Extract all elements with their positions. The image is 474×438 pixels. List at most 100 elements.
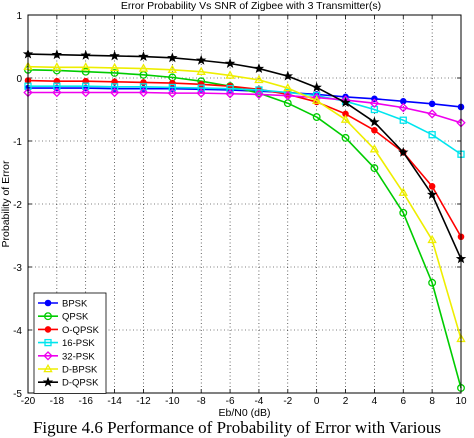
x-tick-label: -18 bbox=[50, 396, 65, 407]
legend: BPSK QPSK O-QPSK 16-PSK 32-PSK D-BPSK D-QPSK bbox=[33, 292, 107, 394]
series-line-32-psk bbox=[28, 91, 462, 124]
x-tick-label: -8 bbox=[197, 396, 206, 407]
data-point-d-bpsk bbox=[109, 62, 120, 72]
data-point-d-bpsk bbox=[369, 144, 380, 153]
data-point-d-qpsk bbox=[196, 54, 207, 65]
legend-label-16-psk: 16-PSK bbox=[62, 338, 95, 349]
x-tick-label: -16 bbox=[79, 396, 94, 407]
data-point-d-qpsk bbox=[167, 52, 178, 63]
plot-frame bbox=[27, 14, 462, 394]
x-tick-label: 6 bbox=[400, 396, 406, 407]
data-point-d-bpsk bbox=[81, 62, 91, 71]
legend-marker-qpsk bbox=[44, 312, 52, 321]
series-o-qpsk bbox=[24, 77, 465, 241]
y-tick-label: 0 bbox=[16, 74, 22, 85]
y-axis-label: Probability of Error bbox=[0, 160, 12, 247]
data-point-d-bpsk bbox=[254, 74, 264, 84]
data-point-d-qpsk bbox=[426, 189, 438, 199]
data-point-32-psk bbox=[225, 89, 235, 99]
data-point-d-bpsk bbox=[167, 64, 178, 74]
y-tick-label: -4 bbox=[13, 326, 22, 337]
data-point-d-qpsk bbox=[109, 50, 120, 61]
data-point-d-qpsk bbox=[282, 70, 293, 81]
x-tick-label: 10 bbox=[455, 396, 467, 407]
legend-label-32-psk: 32-PSK bbox=[62, 351, 95, 362]
legend-label-qpsk: QPSK bbox=[62, 312, 89, 323]
data-point-32-psk bbox=[81, 87, 91, 98]
legend-marker-bpsk bbox=[44, 299, 52, 307]
y-tick-label: -2 bbox=[13, 200, 22, 211]
legend-marker-d-bpsk bbox=[43, 363, 53, 373]
series-line-o-qpsk bbox=[27, 79, 462, 238]
data-point-32-psk bbox=[109, 87, 120, 98]
x-tick-label: -10 bbox=[165, 396, 180, 407]
figure-caption: Figure 4.6 Performance of Probability of… bbox=[32, 418, 442, 437]
data-point-bpsk bbox=[428, 100, 436, 108]
data-point-o-qpsk bbox=[371, 126, 378, 134]
data-point-o-qpsk bbox=[197, 81, 205, 88]
data-point-d-qpsk bbox=[253, 63, 265, 73]
y-tick-label: 1 bbox=[16, 11, 22, 22]
x-tick-label: -14 bbox=[107, 396, 122, 407]
legend-label-bpsk: BPSK bbox=[62, 299, 88, 310]
x-tick-label: -2 bbox=[283, 396, 292, 407]
x-tick-label: -12 bbox=[136, 396, 151, 407]
series-d-bpsk bbox=[23, 61, 466, 343]
legend-marker-16-psk bbox=[44, 338, 52, 347]
axis-ticks: -20 -18 -16 -14 -12 -10 -8 -6 -4 -2 0 2 4 6 8 10-5-4-3-… bbox=[13, 11, 467, 407]
data-point-16-psk bbox=[139, 83, 148, 91]
data-point-16-psk bbox=[313, 91, 321, 100]
series-line-d-qpsk bbox=[27, 53, 462, 260]
y-tick-label: -5 bbox=[13, 389, 22, 400]
series-d-qpsk bbox=[22, 48, 467, 264]
data-point-d-qpsk bbox=[51, 49, 63, 60]
data-point-qpsk bbox=[341, 133, 350, 142]
error-probability-chart: Error Probability Vs SNR of Zigbee with … bbox=[0, 0, 467, 418]
data-point-d-qpsk bbox=[398, 146, 409, 157]
x-tick-label: -4 bbox=[254, 396, 263, 407]
series-line-bpsk bbox=[28, 87, 462, 108]
data-point-16-psk bbox=[197, 84, 205, 92]
data-point-d-bpsk bbox=[340, 114, 351, 123]
y-tick-label: -3 bbox=[13, 263, 22, 274]
data-point-32-psk bbox=[52, 87, 62, 98]
data-point-d-bpsk bbox=[225, 70, 235, 79]
series-lines bbox=[22, 48, 467, 392]
data-point-32-psk bbox=[138, 87, 149, 98]
legend-marker-o-qpsk bbox=[44, 326, 52, 333]
data-point-d-bpsk bbox=[196, 66, 206, 75]
data-point-d-bpsk bbox=[138, 63, 149, 72]
series-32-psk bbox=[23, 87, 466, 128]
legend-label-d-qpsk: D-QPSK bbox=[62, 378, 99, 389]
x-tick-label: 0 bbox=[314, 396, 320, 407]
data-point-d-qpsk bbox=[80, 49, 91, 60]
data-point-d-qpsk bbox=[224, 58, 236, 68]
x-tick-label: 8 bbox=[429, 396, 435, 407]
data-point-qpsk bbox=[399, 208, 408, 217]
y-tick-label: -1 bbox=[13, 137, 22, 148]
data-point-16-psk bbox=[110, 83, 119, 91]
data-point-32-psk bbox=[427, 109, 437, 119]
data-point-32-psk bbox=[167, 88, 178, 98]
data-point-d-bpsk bbox=[52, 62, 62, 71]
data-point-16-psk bbox=[226, 85, 234, 93]
data-point-qpsk bbox=[81, 67, 90, 76]
x-tick-label: -6 bbox=[226, 396, 235, 407]
data-point-32-psk bbox=[398, 102, 408, 113]
data-point-32-psk bbox=[254, 89, 264, 100]
data-point-d-bpsk bbox=[427, 234, 437, 244]
data-point-qpsk bbox=[312, 113, 321, 122]
data-point-d-qpsk bbox=[340, 97, 351, 107]
data-point-16-psk bbox=[168, 83, 176, 92]
data-point-d-qpsk bbox=[369, 116, 380, 127]
x-axis-label: Eb/N0 (dB) bbox=[219, 407, 271, 418]
data-point-d-bpsk bbox=[311, 95, 322, 104]
data-point-qpsk bbox=[110, 69, 119, 77]
data-point-o-qpsk bbox=[428, 183, 436, 190]
legend-marker-32-psk bbox=[43, 351, 53, 361]
data-point-16-psk bbox=[399, 116, 407, 124]
data-point-32-psk bbox=[369, 98, 380, 108]
x-tick-label: -20 bbox=[21, 396, 36, 407]
series-line-16-psk bbox=[28, 85, 462, 155]
data-point-16-psk bbox=[255, 86, 263, 94]
